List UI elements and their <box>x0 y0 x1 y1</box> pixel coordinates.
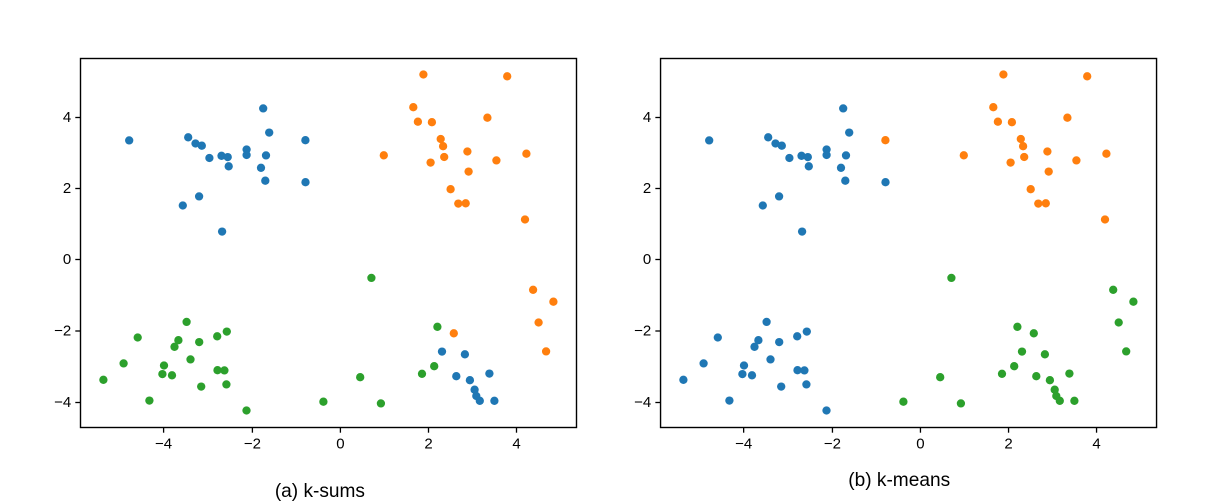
svg-text:0: 0 <box>643 251 651 268</box>
svg-text:4: 4 <box>63 109 71 126</box>
svg-text:2: 2 <box>1004 435 1012 452</box>
svg-text:0: 0 <box>336 435 344 452</box>
svg-text:−2: −2 <box>244 435 261 452</box>
svg-text:2: 2 <box>424 435 432 452</box>
svg-text:4: 4 <box>1092 435 1100 452</box>
svg-text:−4: −4 <box>155 435 172 452</box>
svg-text:−4: −4 <box>54 394 71 411</box>
svg-text:4: 4 <box>512 435 520 452</box>
svg-text:−2: −2 <box>634 323 651 340</box>
svg-text:(b) k-means: (b) k-means <box>848 470 950 491</box>
svg-text:2: 2 <box>63 180 71 197</box>
svg-text:0: 0 <box>63 251 71 268</box>
svg-text:−4: −4 <box>634 394 651 411</box>
svg-text:4: 4 <box>643 109 651 126</box>
svg-text:−4: −4 <box>735 435 752 452</box>
svg-text:2: 2 <box>643 180 651 197</box>
svg-text:−2: −2 <box>824 435 841 452</box>
svg-text:−2: −2 <box>54 323 71 340</box>
svg-text:0: 0 <box>916 435 924 452</box>
svg-text:(a) k-sums: (a) k-sums <box>275 481 365 502</box>
